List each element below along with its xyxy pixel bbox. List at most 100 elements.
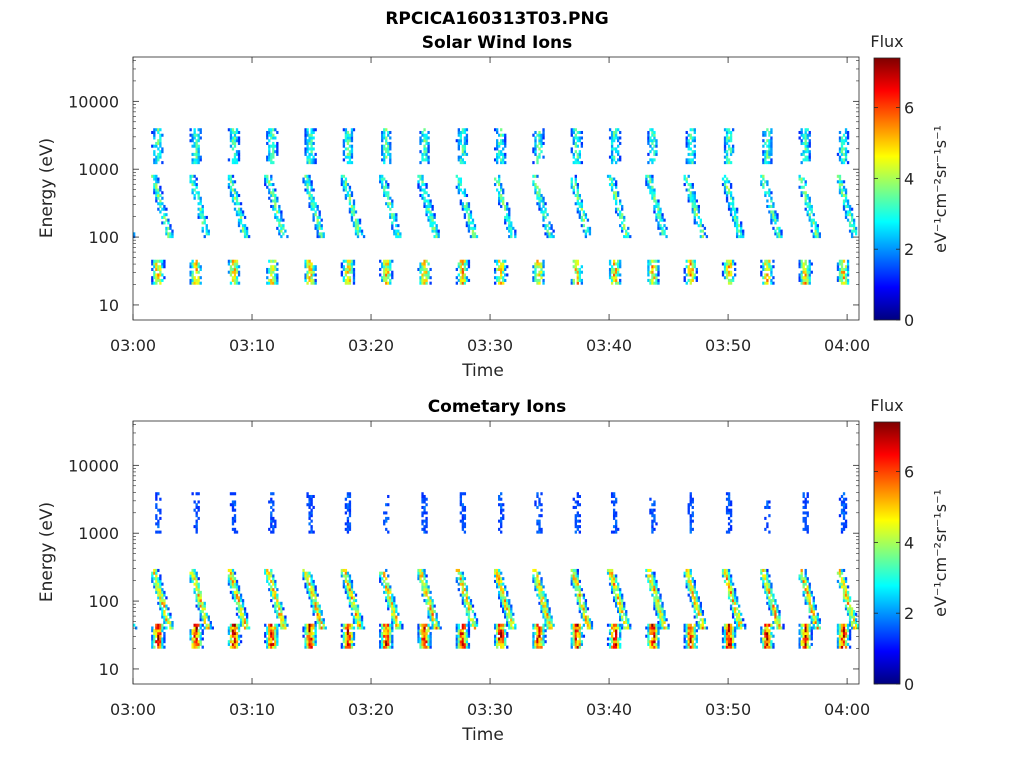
flux-cell xyxy=(274,596,277,600)
flux-cell xyxy=(546,615,549,619)
flux-cell xyxy=(268,191,271,195)
flux-cell xyxy=(578,193,581,198)
flux-cell xyxy=(421,645,424,649)
flux-cell xyxy=(276,152,279,156)
flux-cell xyxy=(546,604,549,608)
flux-cell xyxy=(310,202,313,206)
flux-cell xyxy=(153,174,156,178)
flux-cell xyxy=(546,229,549,233)
flux-cell xyxy=(425,590,428,594)
flux-cell xyxy=(310,585,313,589)
flux-cell xyxy=(239,612,243,616)
flux-cell xyxy=(550,618,553,622)
flux-cell xyxy=(723,147,727,151)
flux-cell xyxy=(350,640,354,644)
flux-cell xyxy=(617,152,620,156)
flux-cell xyxy=(195,631,198,635)
flux-cell xyxy=(540,596,543,600)
flux-cell xyxy=(806,267,809,271)
flux-cell xyxy=(385,262,388,266)
flux-cell xyxy=(697,610,700,614)
flux-cell xyxy=(850,615,854,619)
flux-cell xyxy=(270,281,273,285)
flux-cell xyxy=(804,144,807,148)
flux-cell xyxy=(729,604,733,608)
flux-cell xyxy=(538,188,541,192)
flux-cell xyxy=(199,158,202,162)
flux-cell xyxy=(344,281,348,285)
flux-cell xyxy=(272,631,275,635)
flux-cell xyxy=(693,634,696,638)
flux-cell xyxy=(461,259,465,263)
flux-cell xyxy=(429,281,432,285)
flux-cell xyxy=(814,626,817,630)
flux-cell xyxy=(203,615,206,619)
flux-cell xyxy=(540,626,543,630)
flux-cell xyxy=(802,136,805,140)
flux-cell xyxy=(385,588,388,592)
flux-cell xyxy=(762,133,765,137)
flux-cell xyxy=(427,599,430,603)
flux-cell xyxy=(653,640,656,644)
flux-cell xyxy=(229,185,233,189)
flux-cell xyxy=(774,618,777,622)
flux-cell xyxy=(542,612,545,616)
flux-cell xyxy=(197,144,200,148)
flux-cell xyxy=(498,199,501,203)
flux-cell xyxy=(199,215,202,219)
flux-cell xyxy=(379,623,382,627)
flux-cell xyxy=(729,599,733,603)
flux-cell xyxy=(266,177,269,181)
flux-cell xyxy=(735,596,739,600)
flux-cell xyxy=(425,634,428,638)
flux-cell xyxy=(310,604,313,608)
flux-cell xyxy=(685,585,688,589)
flux-cell xyxy=(493,147,497,151)
flux-cell xyxy=(425,601,428,605)
flux-cell xyxy=(502,276,505,280)
flux-cell xyxy=(778,612,781,616)
flux-cell xyxy=(199,634,202,638)
flux-cell xyxy=(848,610,852,614)
flux-cell xyxy=(465,207,469,211)
flux-cell xyxy=(268,637,271,641)
flux-cell xyxy=(850,213,854,217)
flux-cell xyxy=(191,259,194,263)
flux-cell xyxy=(496,147,499,151)
flux-cell xyxy=(723,141,727,145)
flux-cell xyxy=(348,276,352,280)
flux-cell xyxy=(308,588,311,592)
flux-cell xyxy=(268,582,271,586)
flux-cell xyxy=(461,130,465,135)
flux-cell xyxy=(538,262,541,266)
flux-cell xyxy=(762,281,765,285)
flux-cell xyxy=(191,637,194,641)
flux-cell xyxy=(385,150,388,154)
flux-cell xyxy=(838,276,842,280)
flux-cell xyxy=(274,590,277,594)
colorbar-label: eV⁻¹cm⁻²sr⁻¹s⁻¹ xyxy=(931,125,950,253)
flux-cell xyxy=(237,601,241,605)
flux-cell xyxy=(614,631,618,635)
flux-cell xyxy=(197,593,200,597)
flux-cell xyxy=(455,634,458,638)
flux-cell xyxy=(310,588,313,592)
flux-cell xyxy=(465,599,469,603)
flux-cell xyxy=(627,626,630,630)
flux-cell xyxy=(727,637,731,641)
flux-cell xyxy=(729,207,733,211)
flux-cell xyxy=(342,185,346,189)
flux-cell xyxy=(806,642,809,646)
flux-cell xyxy=(772,276,775,280)
flux-cell xyxy=(199,196,202,200)
flux-cell xyxy=(655,204,658,208)
flux-cell xyxy=(421,634,424,638)
flux-cell xyxy=(612,278,616,282)
flux-cell xyxy=(159,210,162,214)
flux-cell xyxy=(766,626,769,630)
flux-cell xyxy=(199,640,202,644)
flux-cell xyxy=(227,174,231,178)
flux-cell xyxy=(245,620,249,625)
flux-cell xyxy=(427,270,430,274)
flux-cell xyxy=(532,623,535,627)
